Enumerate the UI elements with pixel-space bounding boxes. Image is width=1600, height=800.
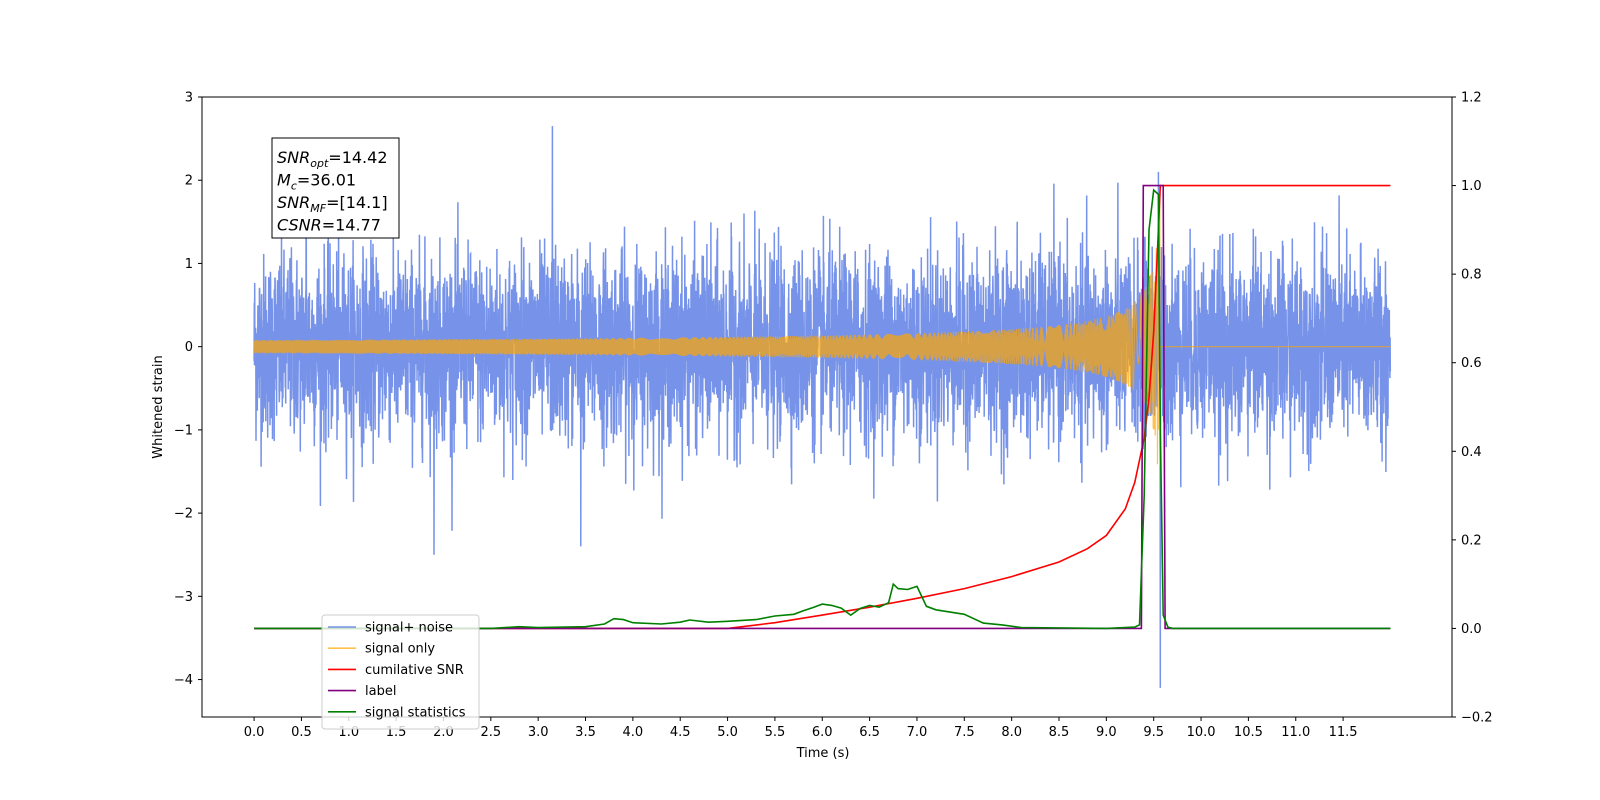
legend-label: signal statistics xyxy=(365,705,466,720)
series-signal-statistics-line xyxy=(254,188,1391,630)
x-tick-label: 0.0 xyxy=(244,725,265,740)
y2-tick-label: 0.4 xyxy=(1461,445,1482,460)
series-cumulative-snr-line xyxy=(254,184,1391,630)
x-tick-label: 8.5 xyxy=(1049,725,1070,740)
x-tick-label: 5.0 xyxy=(717,725,738,740)
y2-tick-label: 0.0 xyxy=(1461,622,1482,637)
info-box-line: Mc=36.01 xyxy=(277,171,356,193)
x-tick-label: 7.5 xyxy=(954,725,975,740)
x-tick-label: 6.5 xyxy=(859,725,880,740)
info-box: SNRopt=14.42Mc=36.01SNRMF=[14.1]CSNR=14.… xyxy=(271,137,400,239)
y-tick-label: −4 xyxy=(174,673,193,688)
series-signal-only-line xyxy=(253,199,1391,466)
x-tick-label: 5.5 xyxy=(765,725,786,740)
y-axis-title: Whitened strain xyxy=(151,355,166,458)
x-tick-label: 9.5 xyxy=(1143,725,1164,740)
x-tick-label: 6.0 xyxy=(812,725,833,740)
legend-label: label xyxy=(365,684,396,699)
y2-tick-label: −0.2 xyxy=(1461,711,1493,726)
y2-tick-label: 0.8 xyxy=(1461,268,1482,283)
x-tick-label: 11.0 xyxy=(1281,725,1310,740)
x-tick-label: 7.0 xyxy=(907,725,928,740)
x-tick-label: 10.0 xyxy=(1187,725,1216,740)
plot-lines xyxy=(253,126,1392,688)
x-tick-label: 11.5 xyxy=(1329,725,1358,740)
legend: signal+ noise signal only cumilative SNR la… xyxy=(321,614,480,730)
x-tick-label: 3.5 xyxy=(575,725,596,740)
y2-tick-label: 1.0 xyxy=(1461,179,1482,194)
info-box-line: SNRMF=[14.1] xyxy=(277,193,388,215)
y2-tick-label: 0.6 xyxy=(1461,356,1482,371)
info-box-frame xyxy=(271,137,400,239)
y-tick-label: −1 xyxy=(174,423,193,438)
y-tick-label: 0 xyxy=(185,340,193,355)
legend-frame xyxy=(321,614,480,730)
y2-tick-label: 0.2 xyxy=(1461,533,1482,548)
x-tick-label: 3.0 xyxy=(528,725,549,740)
axes-frame xyxy=(201,96,1453,718)
y-axis-right: 1.2 1.0 0.8 0.6 0.4 0.2 0.0 −0.2 xyxy=(1452,91,1493,726)
x-tick-label: 4.5 xyxy=(670,725,691,740)
x-tick-label: 8.0 xyxy=(1001,725,1022,740)
y-tick-label: 3 xyxy=(185,91,193,106)
x-tick-label: 2.5 xyxy=(480,725,501,740)
x-tick-label: 9.0 xyxy=(1096,725,1117,740)
info-box-line: CSNR=14.77 xyxy=(277,216,381,235)
y-axis-left: 3 2 1 0 −1 −2 −3 −4 xyxy=(174,91,202,688)
y2-tick-label: 1.2 xyxy=(1461,91,1482,106)
legend-label: signal+ noise xyxy=(365,621,453,636)
legend-label: cumilative SNR xyxy=(365,663,464,678)
y-tick-label: −3 xyxy=(174,590,193,605)
x-tick-label: 4.0 xyxy=(623,725,644,740)
x-tick-label: 10.5 xyxy=(1234,725,1263,740)
y-tick-label: −2 xyxy=(174,507,193,522)
y-tick-label: 2 xyxy=(185,174,193,189)
y-tick-label: 1 xyxy=(185,257,193,272)
info-box-line: SNRopt=14.42 xyxy=(277,148,388,170)
x-axis-title: Time (s) xyxy=(796,746,850,761)
legend-label: signal only xyxy=(365,642,435,657)
x-tick-label: 0.5 xyxy=(291,725,312,740)
series-signal-noise-line xyxy=(253,126,1392,688)
